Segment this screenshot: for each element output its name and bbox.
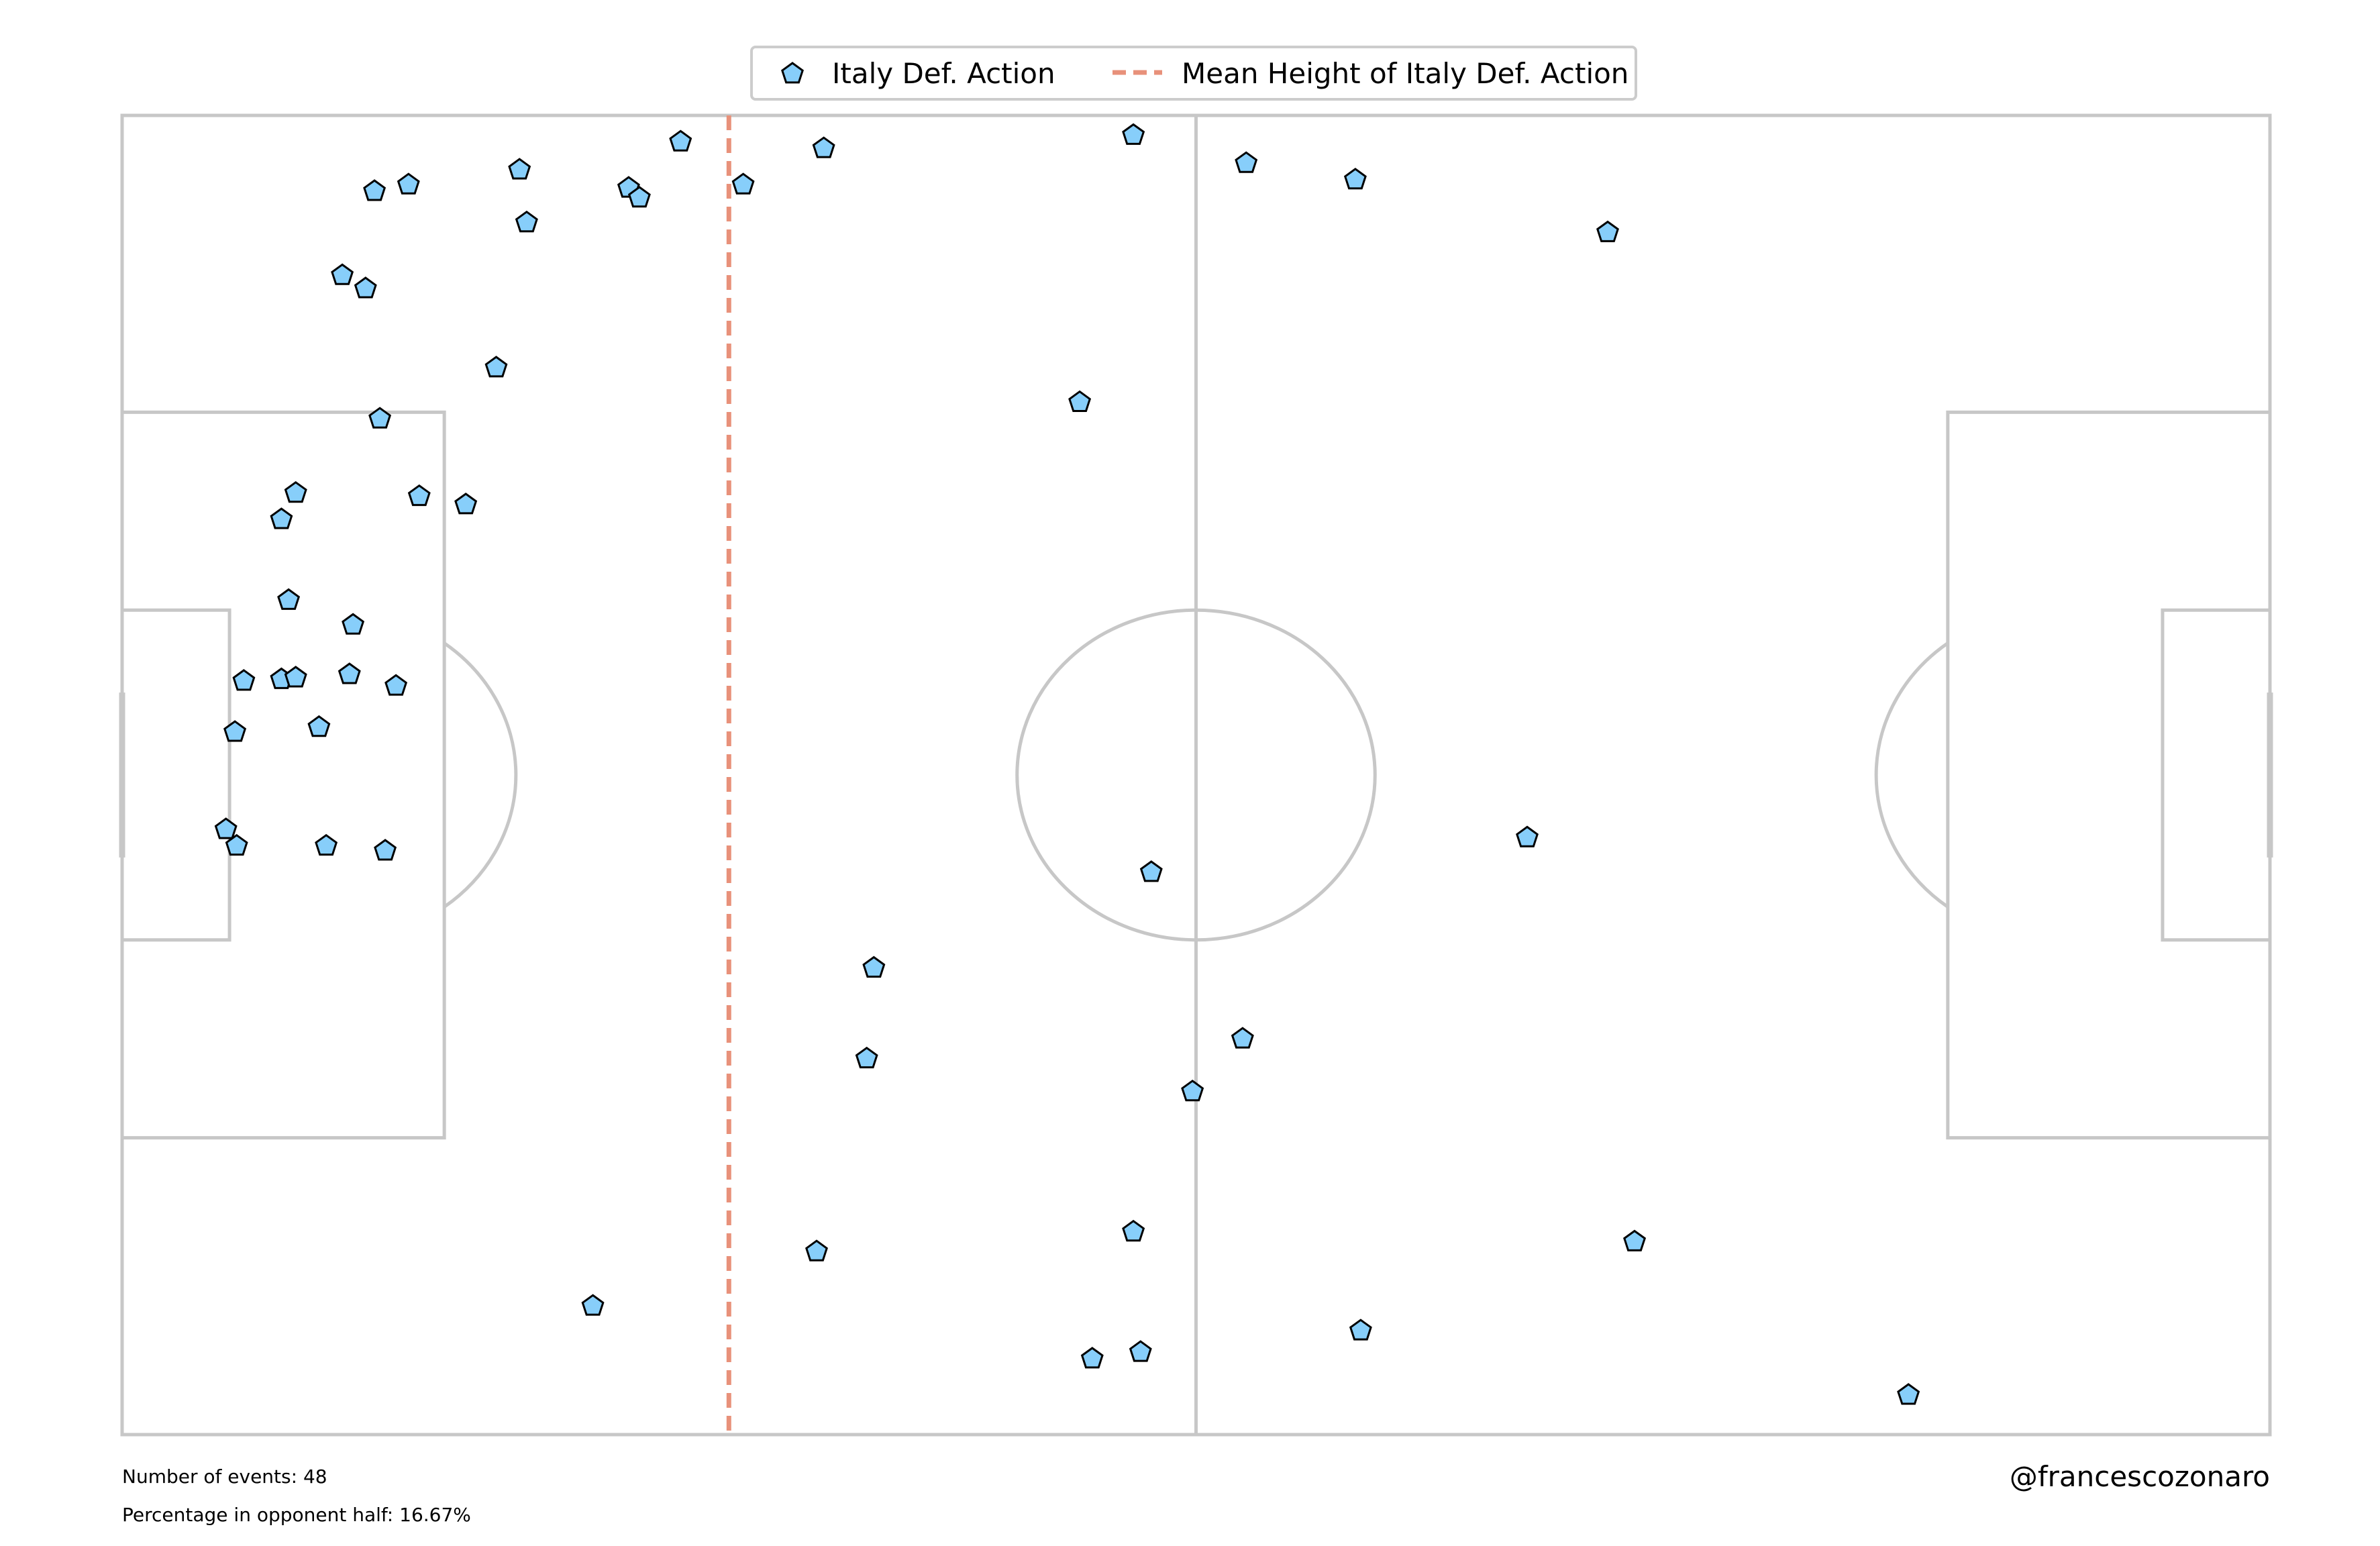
def-action-point xyxy=(407,484,431,507)
def-action-point xyxy=(1343,167,1367,190)
def-action-point xyxy=(627,186,651,208)
opponent-half-percentage-text: Percentage in opponent half: 16.67% xyxy=(122,1504,471,1526)
def-action-point xyxy=(1139,860,1163,882)
def-action-point xyxy=(1897,1383,1920,1405)
def-action-point xyxy=(368,407,392,429)
def-action-point xyxy=(484,356,508,378)
def-action-point xyxy=(363,179,386,201)
right-penalty-box xyxy=(1946,410,2272,1140)
legend-marker-icon xyxy=(781,62,804,84)
left-six-yard-box xyxy=(120,608,231,942)
def-action-point xyxy=(1181,1079,1204,1102)
legend-label-mean-line: Mean Height of Italy Def. Action xyxy=(1182,57,1628,90)
def-action-point xyxy=(581,1294,605,1316)
def-action-point xyxy=(855,1046,878,1069)
def-action-point xyxy=(307,715,331,737)
def-action-point xyxy=(1231,1027,1254,1049)
def-action-point xyxy=(1068,390,1092,412)
legend-box xyxy=(750,46,1637,101)
legend-label-points: Italy Def. Action xyxy=(832,57,1055,90)
def-action-point xyxy=(284,666,307,688)
def-action-point xyxy=(338,662,361,684)
def-action-point xyxy=(225,833,248,856)
def-action-point xyxy=(1080,1347,1104,1369)
def-action-point xyxy=(223,720,247,742)
centre-circle xyxy=(1015,608,1377,942)
left-penalty-arc xyxy=(443,641,518,909)
def-action-point xyxy=(277,588,301,610)
def-action-point xyxy=(515,210,538,233)
def-action-point xyxy=(1122,1219,1145,1242)
def-action-point xyxy=(342,613,365,635)
def-action-point xyxy=(1623,1229,1647,1251)
def-action-point xyxy=(454,493,478,515)
def-action-point xyxy=(374,839,397,861)
author-credit: @francescozonaro xyxy=(2010,1460,2270,1493)
def-action-point xyxy=(805,1239,828,1261)
events-count-text: Number of events: 48 xyxy=(122,1465,327,1488)
def-action-point xyxy=(731,172,755,195)
points-layer xyxy=(214,123,1920,1405)
def-action-point xyxy=(315,833,338,856)
def-action-point xyxy=(1516,825,1539,847)
def-action-point xyxy=(862,956,886,978)
def-action-point xyxy=(1349,1319,1372,1341)
legend: Italy Def. Action Mean Height of Italy D… xyxy=(750,46,1637,101)
def-action-point xyxy=(1129,1340,1152,1362)
def-action-point xyxy=(508,158,531,180)
def-action-point xyxy=(397,172,420,195)
def-action-point xyxy=(1596,220,1619,242)
def-action-point xyxy=(1235,151,1258,173)
right-six-yard-box xyxy=(2161,608,2272,942)
def-action-point xyxy=(232,669,256,691)
right-penalty-arc xyxy=(1874,641,1949,909)
def-action-point xyxy=(284,480,307,503)
def-action-point xyxy=(384,674,408,696)
def-action-point xyxy=(1122,123,1145,145)
def-action-point xyxy=(354,276,377,299)
def-action-point xyxy=(331,263,354,285)
pitch-lines xyxy=(119,113,2273,1437)
def-action-point xyxy=(214,817,238,839)
def-action-point xyxy=(812,136,835,158)
def-action-point xyxy=(270,507,293,529)
def-action-point xyxy=(669,130,692,152)
